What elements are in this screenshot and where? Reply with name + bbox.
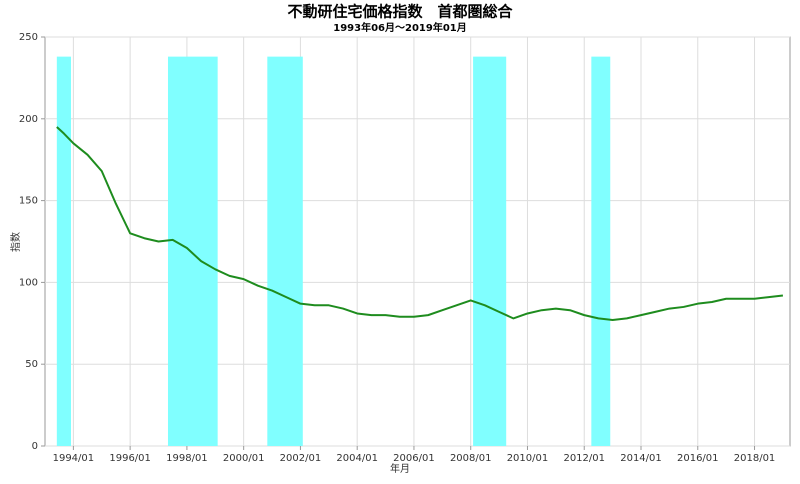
data-line	[56, 126, 784, 322]
y-tick-label: 250	[19, 32, 38, 43]
shaded-period	[167, 56, 218, 447]
y-tick-label: 150	[19, 196, 38, 207]
x-axis-label: 年月	[390, 462, 410, 475]
shaded-period	[56, 56, 72, 447]
x-tick-label: 2018/01	[734, 453, 776, 464]
x-tick-label: 2012/01	[563, 453, 605, 464]
chart-title: 不動研住宅価格指数 首都圏総合	[287, 3, 513, 21]
x-tick-label: 2000/01	[223, 453, 265, 464]
x-tick-label: 2010/01	[507, 453, 549, 464]
y-tick-label: 100	[19, 277, 38, 288]
chart-subtitle: 1993年06月～2019年01月	[333, 21, 467, 34]
x-tick-label: 1998/01	[166, 453, 208, 464]
shaded-period	[473, 56, 507, 447]
y-tick-label: 200	[19, 114, 38, 125]
shaded-period	[267, 56, 303, 447]
shaded-period	[591, 56, 611, 447]
x-tick-label: 2006/01	[393, 453, 435, 464]
y-axis-label: 指数	[9, 232, 22, 252]
y-tick-label: 50	[25, 359, 38, 370]
x-tick-label: 1994/01	[53, 453, 95, 464]
x-tick-label: 1996/01	[109, 453, 151, 464]
x-tick-label: 2004/01	[336, 453, 378, 464]
x-tick-label: 2002/01	[280, 453, 322, 464]
x-tick-label: 2014/01	[620, 453, 662, 464]
y-tick-label: 0	[32, 441, 38, 452]
x-tick-label: 2008/01	[450, 453, 492, 464]
x-tick-label: 2016/01	[677, 453, 719, 464]
